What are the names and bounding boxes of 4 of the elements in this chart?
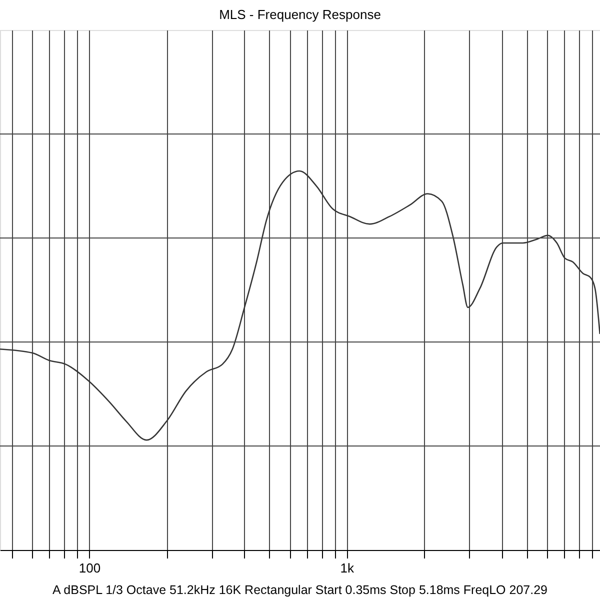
text: A dBSPL 1/3 Octave 51.2kHz 16K Rectangular Start 0.35ms Stop 5.18ms FreqLO 207.29 bbox=[52, 583, 548, 597]
x-tick-label: 100 bbox=[78, 560, 101, 576]
x-tick-label: 1k bbox=[340, 560, 354, 576]
chart-title: MLS - Frequency Response bbox=[219, 7, 381, 22]
